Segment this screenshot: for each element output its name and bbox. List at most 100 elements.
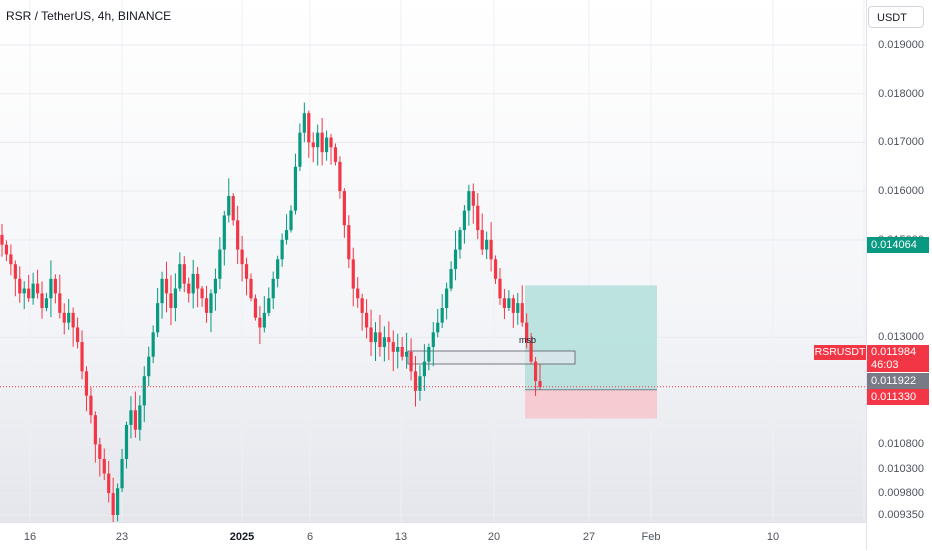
candle-body — [320, 132, 324, 153]
candle-body — [449, 269, 453, 289]
time-scale[interactable]: 16 23 2025 6 13 20 27 Feb 10 — [0, 522, 866, 551]
candle-body — [378, 332, 382, 347]
candle-body — [405, 351, 409, 357]
candle-body — [213, 278, 218, 294]
candle — [400, 337, 404, 361]
candle — [178, 252, 182, 292]
candle — [511, 294, 515, 328]
candle-body — [311, 142, 315, 148]
candle-body — [218, 249, 222, 279]
candle — [9, 244, 13, 276]
long-position-tool[interactable] — [407, 285, 657, 419]
candle-body — [142, 376, 146, 406]
price-scale[interactable]: 0.0190000.0180000.0170000.0160000.015000… — [866, 0, 932, 550]
price-tick-label: 0.017000 — [878, 136, 924, 149]
candle — [324, 130, 329, 161]
demand-zone-rectangle[interactable] — [407, 350, 576, 365]
candle — [102, 448, 106, 481]
candle-body — [204, 298, 209, 313]
price-tick-label: 0.010300 — [878, 462, 924, 475]
candle — [391, 330, 395, 372]
candle-body — [222, 215, 226, 250]
candles — [0, 102, 542, 522]
candle-body — [44, 298, 49, 309]
target-price-label: 0.014064 — [867, 237, 929, 253]
candle — [80, 330, 84, 380]
candle — [204, 285, 209, 323]
candle — [67, 298, 71, 330]
candle — [209, 289, 213, 333]
candle — [129, 396, 133, 439]
time-tick-label: 13 — [394, 531, 408, 543]
candle-body — [89, 395, 93, 416]
candle — [467, 184, 471, 226]
candle — [284, 214, 289, 245]
candle-body — [9, 254, 13, 265]
chart-pane[interactable]: RSR / TetherUS, 4h, BINANCE msb — [0, 0, 866, 522]
currency-button[interactable]: USDT — [868, 6, 924, 28]
candle — [351, 247, 355, 307]
candle — [436, 308, 440, 338]
candle-body — [476, 205, 480, 231]
price-tick-label: 0.009350 — [878, 509, 924, 521]
candle — [369, 309, 373, 357]
candle — [75, 317, 80, 349]
candle — [289, 205, 293, 233]
target-zone[interactable] — [525, 285, 657, 390]
candle — [231, 193, 235, 226]
candle — [489, 222, 493, 272]
candle-body — [102, 458, 106, 474]
candle — [84, 366, 89, 412]
candle-body — [49, 278, 53, 299]
candle-body — [529, 342, 533, 362]
candle — [298, 123, 302, 172]
candle-body — [169, 293, 173, 309]
candle — [187, 277, 191, 303]
candle-body — [231, 195, 235, 221]
candle-body — [156, 303, 160, 333]
candle — [218, 237, 222, 290]
candle — [120, 448, 124, 493]
candle-body — [40, 293, 44, 309]
candle-body — [369, 327, 373, 343]
candle — [98, 437, 102, 477]
candle — [396, 333, 400, 369]
candle — [116, 483, 120, 522]
candle-body — [498, 278, 502, 299]
candle-body — [431, 332, 435, 347]
candle — [191, 259, 195, 309]
candle — [244, 257, 249, 296]
candle — [507, 290, 511, 311]
candle — [222, 210, 226, 266]
candle-body — [507, 298, 511, 309]
candle-body — [342, 191, 346, 226]
candle-body — [93, 415, 97, 445]
candle-body — [347, 225, 351, 260]
candle-body — [200, 288, 204, 299]
candle-body — [462, 210, 467, 231]
candle-body — [4, 244, 9, 255]
candle — [387, 321, 391, 361]
candle — [520, 285, 524, 327]
candle-body — [236, 220, 240, 250]
candle — [27, 274, 31, 303]
candle-body — [445, 288, 449, 309]
candle-body — [129, 410, 133, 425]
candle — [453, 230, 458, 281]
candle — [53, 274, 57, 304]
symbol-title[interactable]: RSR / TetherUS, 4h, BINANCE — [6, 9, 172, 23]
candle-body — [227, 195, 231, 216]
price-chart[interactable] — [0, 0, 866, 522]
candle-body — [413, 371, 418, 391]
candle-body — [324, 137, 329, 153]
candle-body — [18, 278, 22, 294]
candle-body — [164, 278, 169, 294]
candle — [160, 271, 164, 319]
candle-body — [396, 346, 400, 352]
stop-zone[interactable] — [525, 389, 657, 419]
candle — [422, 344, 426, 391]
candle — [485, 231, 489, 260]
candle-body — [382, 337, 386, 347]
candle — [280, 233, 284, 267]
candle — [142, 366, 146, 423]
